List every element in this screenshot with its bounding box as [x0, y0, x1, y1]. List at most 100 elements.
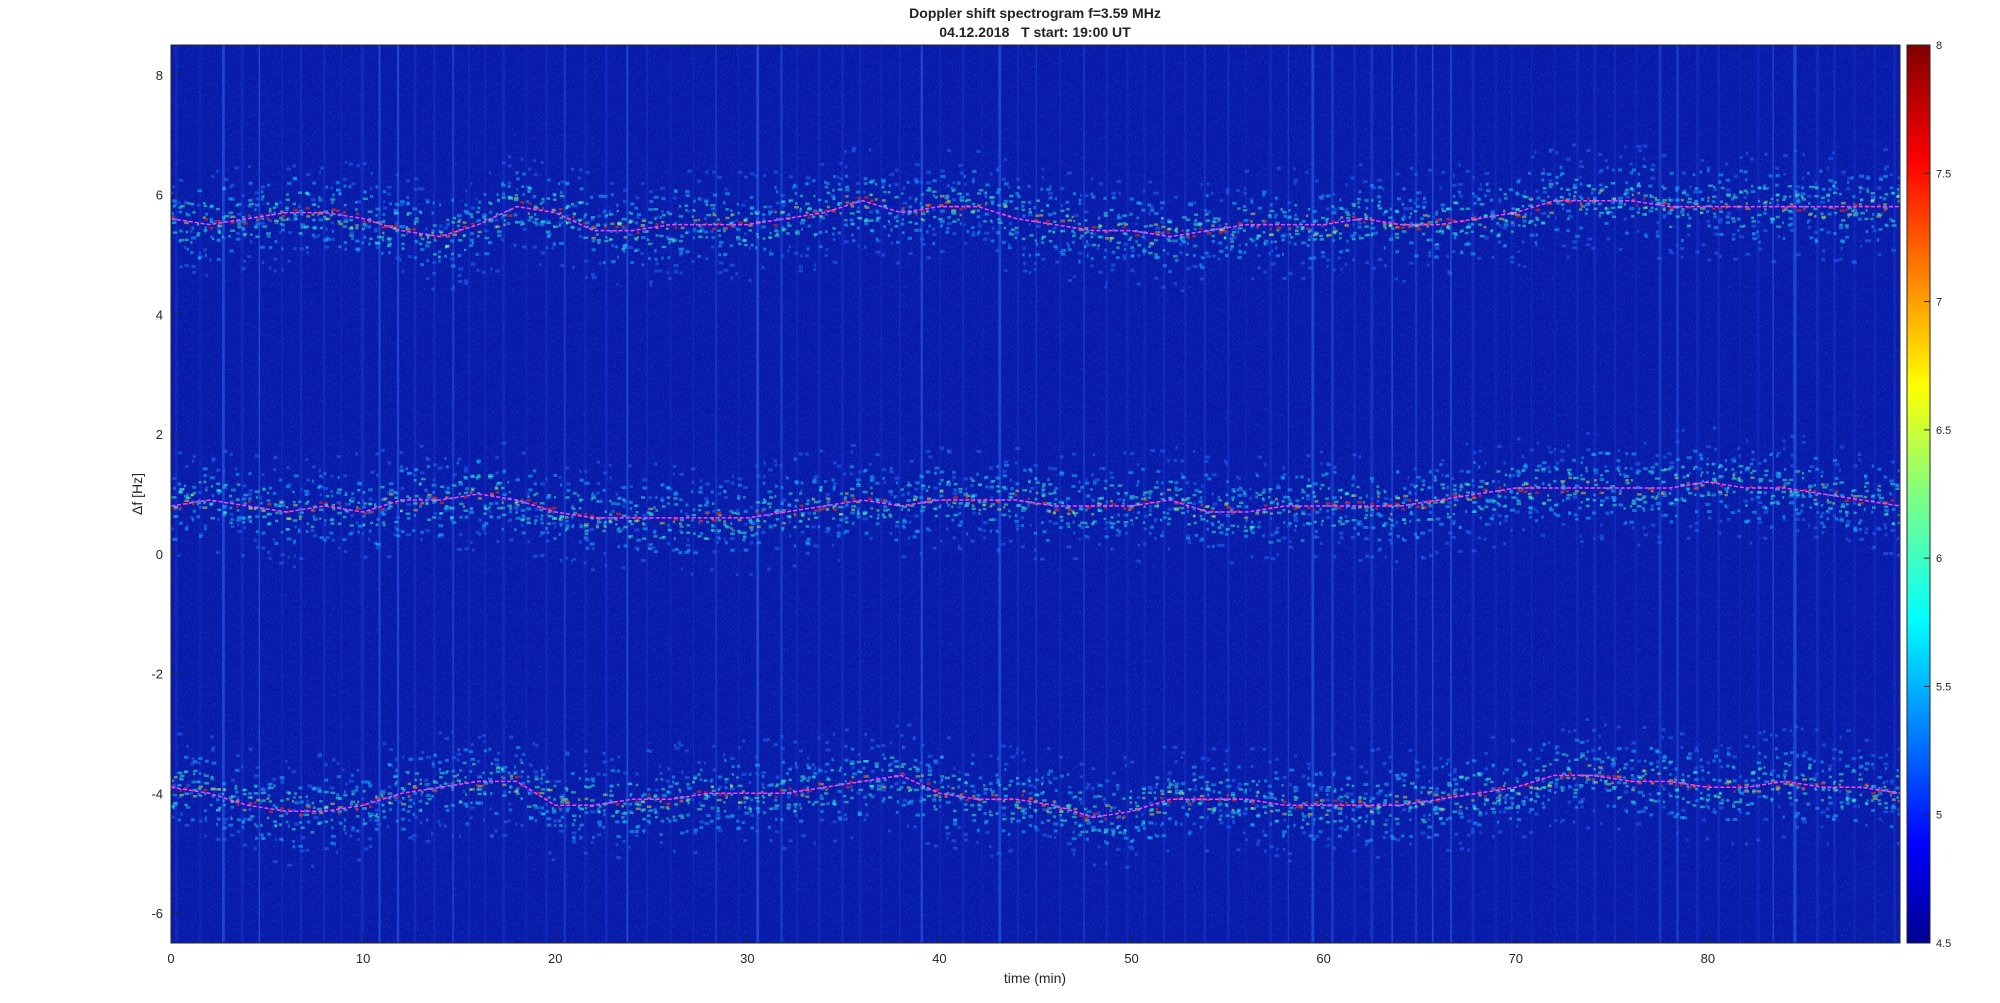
band-pixel: [1713, 188, 1717, 192]
band-pixel: [1730, 511, 1735, 515]
band-pixel: [1762, 201, 1767, 205]
band-pixel: [1395, 250, 1400, 254]
band-pixel: [1865, 209, 1868, 212]
band-pixel: [989, 485, 995, 489]
band-pixel: [1180, 289, 1185, 293]
band-pixel: [1625, 181, 1629, 185]
band-pixel: [469, 238, 474, 242]
band-pixel: [1084, 194, 1089, 198]
band-pixel: [775, 508, 780, 512]
band-pixel: [1573, 513, 1578, 517]
band-pixel: [914, 179, 919, 183]
band-pixel: [1604, 221, 1609, 225]
band-pixel: [875, 498, 878, 501]
band-pixel: [1224, 236, 1227, 240]
band-pixel: [738, 170, 743, 174]
band-pixel: [1409, 519, 1412, 523]
band-pixel: [748, 224, 753, 227]
band-pixel: [610, 182, 614, 185]
band-pixel: [888, 490, 893, 494]
band-pixel: [1269, 517, 1272, 521]
band-pixel: [211, 494, 214, 497]
band-pixel: [383, 206, 388, 210]
band-pixel: [1517, 250, 1520, 254]
band-pixel: [1535, 243, 1538, 247]
band-pixel: [1028, 213, 1033, 217]
band-pixel: [579, 201, 583, 205]
band-pixel: [800, 481, 804, 485]
band-pixel: [386, 555, 392, 559]
band-pixel: [984, 194, 987, 198]
band-pixel: [546, 221, 551, 225]
band-pixel: [697, 230, 702, 233]
band-pixel: [528, 167, 531, 171]
band-pixel: [1661, 514, 1665, 518]
band-pixel: [641, 236, 646, 240]
band-pixel: [438, 524, 444, 528]
band-pixel: [774, 185, 777, 189]
band-pixel: [1395, 172, 1400, 176]
band-pixel: [1046, 219, 1050, 223]
band-pixel: [1559, 458, 1565, 462]
band-pixel: [1130, 246, 1134, 249]
band-pixel: [603, 223, 608, 227]
band-pixel: [1863, 507, 1867, 511]
band-pixel: [393, 491, 397, 494]
band-pixel: [894, 524, 900, 528]
band-pixel: [484, 236, 489, 240]
band-pixel: [475, 220, 478, 224]
band-pixel: [394, 525, 397, 529]
band-pixel: [1758, 247, 1763, 251]
band-pixel: [1549, 211, 1554, 214]
band-pixel: [1194, 533, 1198, 537]
band-pixel: [560, 558, 563, 562]
band-pixel: [901, 192, 904, 195]
band-pixel: [248, 497, 252, 501]
band-pixel: [496, 199, 501, 203]
band-pixel: [247, 214, 250, 217]
band-pixel: [731, 511, 737, 515]
band-pixel: [1313, 555, 1318, 559]
band-pixel: [608, 463, 612, 467]
band-pixel: [1629, 162, 1633, 166]
band-pixel: [521, 501, 526, 504]
band-pixel: [888, 184, 892, 188]
band-pixel: [217, 231, 222, 235]
band-pixel: [1219, 249, 1224, 253]
band-pixel: [671, 237, 675, 241]
band-pixel: [273, 467, 277, 471]
band-pixel: [896, 214, 899, 218]
band-pixel: [1796, 198, 1801, 202]
band-pixel: [507, 480, 510, 484]
band-pixel: [179, 488, 185, 491]
band-pixel: [363, 162, 367, 166]
band-pixel: [1359, 163, 1363, 167]
band-pixel: [723, 268, 729, 272]
band-pixel: [1166, 237, 1170, 241]
band-pixel: [578, 507, 582, 510]
band-pixel: [539, 534, 542, 538]
band-pixel: [1503, 209, 1506, 213]
band-pixel: [1123, 242, 1128, 246]
band-pixel: [1217, 495, 1220, 499]
band-pixel: [779, 464, 783, 468]
band-pixel: [838, 203, 841, 207]
band-pixel: [1832, 184, 1836, 188]
band-pixel: [1458, 190, 1462, 194]
band-pixel: [1035, 242, 1039, 246]
time-stripe: [340, 45, 342, 943]
band-pixel: [565, 528, 568, 532]
band-pixel: [1413, 210, 1418, 213]
band-pixel: [463, 469, 468, 473]
band-pixel: [319, 508, 324, 512]
band-pixel: [735, 227, 741, 231]
band-pixel: [501, 527, 504, 531]
band-pixel: [1737, 509, 1741, 513]
band-pixel: [1237, 207, 1241, 210]
band-pixel: [1160, 232, 1165, 236]
band-pixel: [1223, 230, 1228, 233]
band-pixel: [890, 241, 893, 245]
band-pixel: [552, 521, 557, 525]
band-pixel: [349, 498, 352, 502]
band-pixel: [286, 193, 289, 196]
